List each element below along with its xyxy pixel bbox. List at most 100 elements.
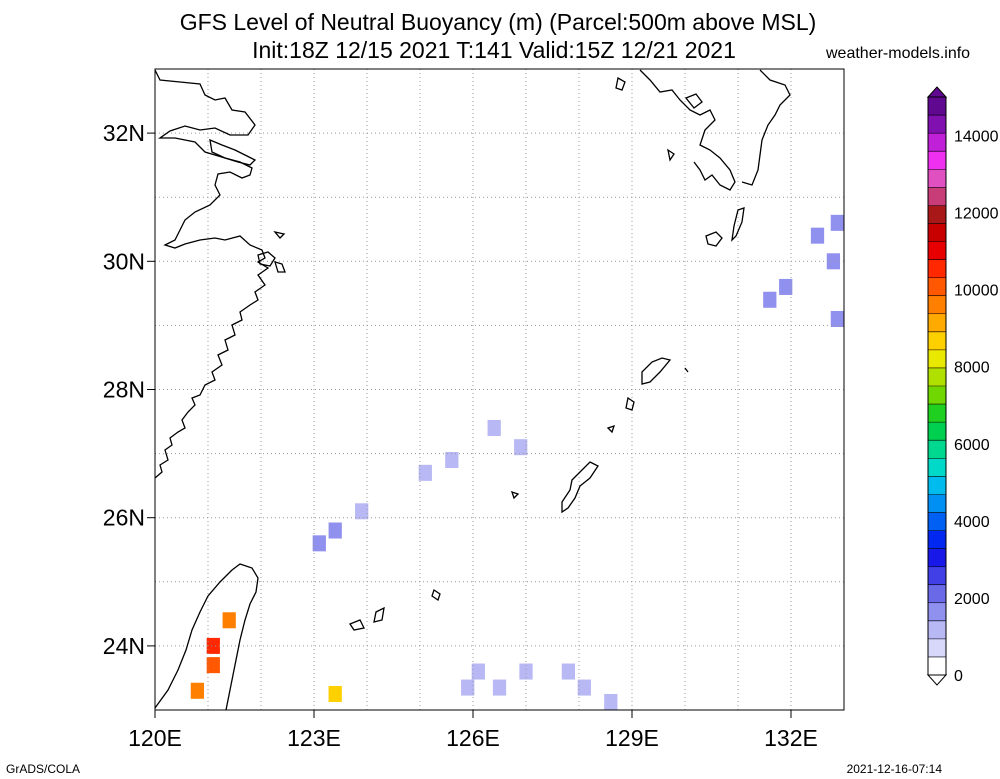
island-miyako	[431, 588, 441, 602]
field-cell	[445, 451, 459, 469]
field-cell	[519, 663, 533, 680]
colorbar-segment	[928, 187, 946, 206]
field-cell	[577, 679, 591, 696]
field-cell	[190, 682, 205, 699]
colorbar-tick-label: 2000	[954, 591, 990, 608]
island-koshiki	[667, 148, 675, 162]
colorbar-segment	[928, 584, 946, 604]
colorbar-segment	[928, 548, 946, 568]
lon-tick-label: 126E	[446, 725, 500, 751]
island-iriomote	[373, 606, 385, 623]
colorbar-segment	[928, 476, 946, 495]
field-layer	[190, 214, 844, 710]
colorbar: 0 2000 4000 6000 8000 10000 12000 14000	[926, 86, 999, 686]
chart-subtitle: Init:18Z 12/15 2021 T:141 Valid:15Z 12/2…	[252, 37, 736, 63]
colorbar-segment	[928, 367, 946, 387]
island-ishigaki	[349, 619, 365, 631]
island-yakushima	[705, 231, 723, 247]
island-small	[625, 396, 635, 411]
site-credit: weather-models.info	[826, 45, 971, 62]
lat-tick-label: 24N	[103, 633, 145, 659]
field-cell	[561, 663, 576, 680]
colorbar-tick-label: 4000	[954, 514, 990, 531]
field-cell	[222, 612, 236, 629]
field-cell	[492, 679, 507, 696]
field-cell	[206, 637, 220, 654]
field-cell	[355, 503, 369, 520]
lon-tick-label: 120E	[128, 725, 182, 751]
colorbar-segment	[928, 530, 946, 550]
field-cell	[312, 535, 326, 552]
island-koshiki-2	[684, 93, 703, 109]
footer-software: GrADS/COLA	[6, 762, 81, 776]
field-cell	[206, 657, 220, 674]
colorbar-segment	[928, 566, 946, 586]
colorbar-segment	[928, 512, 946, 531]
colorbar-segment	[928, 458, 946, 477]
field-cell	[810, 227, 825, 244]
colorbar-segment	[928, 223, 946, 242]
coastal-island	[274, 261, 286, 273]
lon-tick-label: 123E	[287, 725, 341, 751]
colorbar-tick-label: 12000	[954, 206, 999, 223]
coastline-taiwan	[154, 563, 259, 711]
island-okinawa	[561, 461, 599, 514]
coastline-layer	[154, 69, 791, 711]
field-cell	[328, 685, 342, 702]
island-small	[606, 424, 616, 434]
colorbar-segment	[928, 656, 946, 676]
lon-tick-label: 129E	[605, 725, 659, 751]
colorbar-tick-label: 8000	[954, 360, 990, 377]
colorbar-segment	[928, 313, 946, 333]
island-small	[510, 490, 520, 500]
colorbar-segment	[928, 494, 946, 513]
colorbar-segment	[928, 151, 946, 170]
field-cell	[826, 253, 841, 270]
island-amami	[641, 357, 672, 385]
colorbar-tick-label: 10000	[954, 283, 999, 300]
field-cell	[471, 663, 485, 680]
field-cell	[830, 310, 844, 328]
colorbar-segment	[928, 133, 946, 152]
coastal-island	[257, 251, 276, 267]
lat-tick-label: 30N	[103, 248, 145, 274]
field-cell	[779, 278, 793, 295]
colorbar-segment	[928, 349, 946, 369]
lon-tick-label: 132E	[764, 725, 818, 751]
lat-tick-label: 32N	[103, 120, 145, 146]
island-small	[684, 367, 689, 373]
colorbar-segment	[928, 331, 946, 351]
colorbar-segment	[928, 97, 946, 116]
colorbar-segment	[928, 277, 946, 297]
island-tanegashima	[731, 207, 745, 242]
colorbar-segment	[928, 404, 946, 423]
colorbar-segment	[928, 602, 946, 622]
yangtze-estuary	[209, 138, 257, 166]
colorbar-segment	[928, 241, 946, 261]
colorbar-min-arrow	[926, 674, 948, 686]
colorbar-tick-label: 14000	[954, 129, 999, 146]
field-cell	[487, 419, 501, 436]
field-cell	[830, 214, 844, 231]
axes-labels: 120E 123E 126E 129E 132E 24N 26N 28N 30N 32N	[103, 120, 818, 751]
grid-lines	[154, 68, 845, 711]
footer-timestamp: 2021-12-16-07:14	[846, 762, 942, 776]
coastal-island	[273, 230, 286, 239]
colorbar-segment	[928, 295, 946, 315]
colorbar-tick-label: 6000	[954, 437, 990, 454]
colorbar-max-arrow	[926, 86, 948, 98]
colorbar-segment	[928, 440, 946, 459]
field-cell	[328, 522, 342, 539]
colorbar-segment	[928, 169, 946, 188]
field-cell	[604, 693, 618, 710]
field-cell	[763, 291, 777, 308]
field-cell	[461, 679, 475, 696]
field-cell	[418, 464, 432, 481]
field-cell	[514, 439, 528, 456]
colorbar-segment	[928, 422, 946, 441]
colorbar-tick-label: 0	[954, 668, 963, 685]
lat-tick-label: 28N	[103, 377, 145, 403]
colorbar-segment	[928, 205, 946, 224]
colorbar-segment	[928, 386, 946, 405]
